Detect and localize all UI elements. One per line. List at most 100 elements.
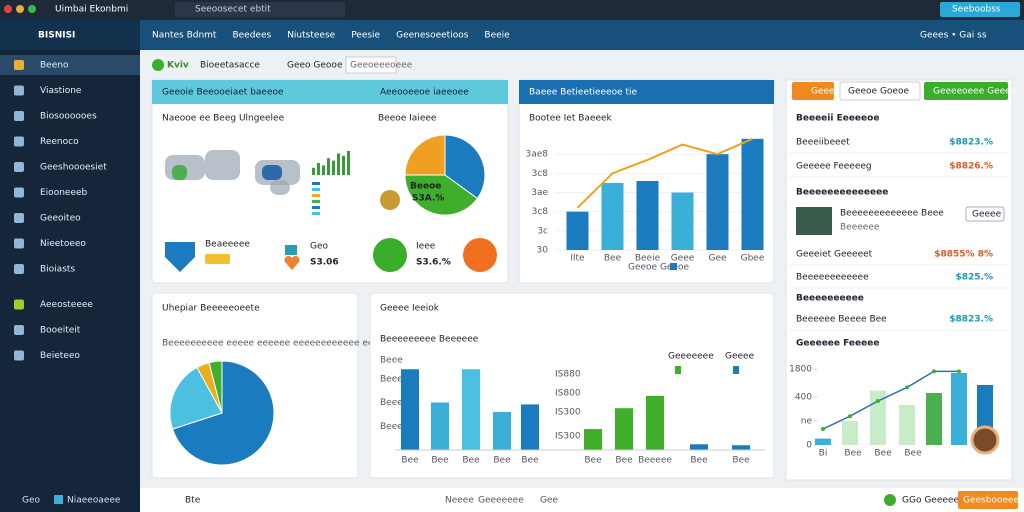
side-button[interactable] bbox=[792, 82, 834, 100]
footer-status bbox=[884, 494, 896, 506]
legend-text: Geeoe Geeoe bbox=[628, 263, 690, 273]
footer-text: Geo bbox=[22, 496, 41, 506]
sidebar-active bbox=[0, 55, 140, 75]
x-tick-label: Gee bbox=[708, 254, 727, 264]
nav-item[interactable]: Beeie bbox=[484, 31, 510, 41]
panel-title: Beeoe Iaieee bbox=[378, 114, 437, 124]
panel-header: Baeee Betieetieeeoe tie bbox=[529, 88, 638, 98]
bar bbox=[671, 192, 694, 250]
footer-text: Gee bbox=[540, 496, 559, 506]
nav-item[interactable]: Beedees bbox=[232, 31, 271, 41]
bar bbox=[601, 182, 624, 250]
sidebar-icon bbox=[14, 350, 24, 361]
side-button[interactable] bbox=[839, 81, 921, 101]
row-value: $8823.% bbox=[949, 138, 993, 148]
line-point bbox=[848, 414, 852, 419]
bar bbox=[951, 373, 967, 445]
nav-right: Geees • Gai ss bbox=[920, 31, 987, 41]
panel-subtitle: Beeeeeeeee Beeeeee bbox=[380, 335, 479, 345]
y-tick-label: 400 bbox=[795, 393, 812, 403]
sidebar-item[interactable]: Beieteeo bbox=[40, 351, 80, 361]
bar bbox=[401, 369, 419, 450]
panel-header: Geeoie Beeooeiaet baeeoe bbox=[162, 88, 284, 98]
brand-area bbox=[0, 20, 140, 50]
nav-item[interactable]: Peesie bbox=[351, 31, 380, 41]
line-point bbox=[932, 369, 936, 374]
button-text[interactable]: Geeee bbox=[972, 210, 1002, 220]
spark-bar bbox=[322, 165, 325, 175]
sidebar-item[interactable]: Viastione bbox=[40, 86, 82, 96]
map-shape bbox=[270, 180, 290, 195]
stat-icon bbox=[373, 238, 407, 272]
button-text[interactable]: Geeoe Goeoe bbox=[848, 87, 909, 97]
bar bbox=[615, 408, 633, 450]
x-tick-label: Bee bbox=[493, 456, 511, 466]
panel-title: Geeee Ieeiok bbox=[380, 304, 440, 314]
sidebar-item[interactable]: Bioiasts bbox=[40, 265, 75, 275]
map-shape bbox=[205, 150, 240, 180]
y2-tick-label: IS300 bbox=[555, 431, 581, 441]
x-tick-label: Geee bbox=[671, 254, 695, 264]
sidebar-item[interactable]: Nieetoeeo bbox=[40, 239, 86, 249]
profile-button[interactable] bbox=[965, 206, 1005, 222]
legend-swatch bbox=[312, 188, 320, 191]
y-tick-label: 0 bbox=[806, 441, 812, 451]
nav-item[interactable]: Geenesoeetioos bbox=[396, 31, 469, 41]
fab[interactable] bbox=[970, 425, 1000, 455]
stat-pill bbox=[205, 254, 230, 264]
spark-bar bbox=[342, 155, 345, 175]
x-tick-label: Bee bbox=[904, 449, 922, 459]
x-tick-label: Beeie bbox=[635, 254, 661, 264]
top-button[interactable] bbox=[940, 2, 1020, 17]
sidebar-icon bbox=[14, 85, 24, 96]
nav-bar bbox=[0, 20, 1024, 50]
row-label: Beeeeee Beeee Bee bbox=[796, 315, 887, 325]
window-dot bbox=[16, 5, 24, 13]
bar bbox=[584, 429, 602, 450]
x-tick-label: Bi bbox=[819, 449, 828, 459]
sidebar-item[interactable]: Geeshoooesiet bbox=[40, 163, 107, 173]
tag-icon bbox=[152, 59, 164, 71]
sidebar-icon bbox=[14, 162, 24, 172]
sidebar-item[interactable]: Beeno bbox=[40, 61, 69, 71]
button-text[interactable]: Geesbooeees bbox=[963, 496, 1024, 506]
y-tick-label: Beee bbox=[380, 398, 403, 408]
stat-icon bbox=[463, 238, 497, 272]
search-box[interactable] bbox=[175, 2, 345, 17]
sidebar-item[interactable]: Biosoooooes bbox=[40, 112, 97, 122]
nav-item[interactable]: Nantes Bdnmt bbox=[152, 31, 217, 41]
x-tick-label: Bee bbox=[401, 456, 419, 466]
map-highlight bbox=[262, 165, 282, 180]
x-tick-label: Bee bbox=[521, 456, 539, 466]
bar bbox=[706, 154, 729, 250]
footer bbox=[0, 488, 1024, 512]
toolbar-title: Bioeetasacce bbox=[200, 61, 260, 71]
x-tick-label: Bee bbox=[690, 456, 708, 466]
spark-bar bbox=[337, 153, 340, 175]
toolbar-input[interactable] bbox=[345, 56, 397, 74]
line bbox=[822, 370, 959, 430]
sidebar-item[interactable]: Reenoco bbox=[40, 137, 79, 147]
row-value: $8826.% bbox=[949, 162, 993, 172]
map-highlight bbox=[172, 165, 187, 180]
sidebar-item[interactable]: Aeeosteeee bbox=[40, 300, 93, 310]
footer-button[interactable] bbox=[958, 491, 1018, 509]
legend-swatch bbox=[312, 206, 320, 209]
side-button[interactable] bbox=[924, 82, 1008, 100]
legend-swatch bbox=[312, 212, 320, 215]
y2-tick-label: IS880 bbox=[555, 370, 581, 380]
row-label: Beeeeeeeeeeee bbox=[796, 273, 869, 283]
sidebar-item[interactable]: Geeoiteo bbox=[40, 214, 81, 224]
button-text[interactable]: Geeeeoeee Geeee bbox=[933, 87, 1017, 97]
bar bbox=[566, 211, 589, 250]
panel-title: Bootee Iet Baeeek bbox=[529, 114, 613, 124]
bar bbox=[431, 402, 449, 450]
sidebar-item[interactable]: Booeiteit bbox=[40, 326, 81, 336]
nav-item[interactable]: Niutsteese bbox=[287, 31, 335, 41]
bar bbox=[926, 393, 942, 445]
y-tick-label: 3c8 bbox=[532, 169, 549, 179]
button-text[interactable]: Geee bbox=[811, 87, 835, 97]
sidebar-item[interactable]: Eiooneeeb bbox=[40, 188, 88, 198]
y-tick-label: 3c bbox=[537, 226, 548, 236]
